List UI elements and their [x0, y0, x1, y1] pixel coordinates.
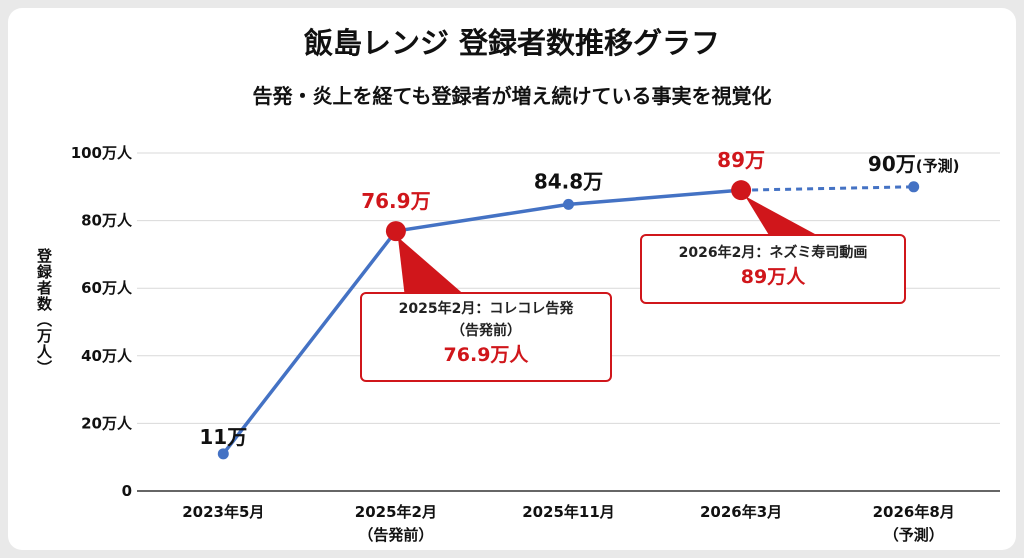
x-tick-label: 2023年5月: [182, 503, 264, 521]
y-tick-label: 0: [122, 482, 132, 500]
data-label: 84.8万: [534, 169, 603, 193]
annotation-line: （告発前）: [451, 323, 521, 339]
data-label-suffix: (予測): [916, 157, 960, 175]
series-line-segment: [566, 188, 743, 207]
series-line-segment: [394, 202, 571, 233]
x-tick-label: 2025年2月: [355, 503, 437, 521]
annotation-callout-video: 2026年2月：ネズミ寿司動画 89万人: [640, 234, 906, 304]
callout-pointer: [397, 237, 468, 298]
data-label-value: 76.9万: [361, 189, 430, 213]
data-point: [908, 181, 920, 193]
data-label-value: 90万: [868, 152, 916, 176]
x-tick-label: 2025年11月: [522, 503, 615, 521]
data-label: 11万: [199, 425, 247, 449]
data-label: 90万(予測): [868, 152, 960, 176]
y-tick-label: 20万人: [81, 414, 133, 432]
data-point: [217, 448, 229, 460]
x-tick-sublabel: （告発前）: [358, 526, 433, 544]
highlight-point: [731, 180, 752, 201]
callout-pointer: [745, 196, 826, 240]
chart-subtitle: 告発・炎上を経ても登録者が増え続けている事実を視覚化: [252, 84, 772, 108]
data-label: 76.9万: [361, 189, 430, 213]
annotation-value: 89万人: [740, 266, 806, 288]
highlight-point: [385, 221, 406, 242]
annotation-value: 76.9万人: [443, 344, 529, 366]
series-projection-segment: [741, 185, 914, 192]
data-label-value: 11万: [199, 425, 247, 449]
data-label-value: 89万: [717, 148, 765, 172]
x-tick-label: 2026年3月: [700, 503, 782, 521]
x-tick-sublabel: （予測）: [884, 526, 944, 544]
chart-title: 飯島レンジ 登録者数推移グラフ: [303, 26, 721, 60]
annotation-line: 2025年2月：コレコレ告発: [398, 301, 574, 317]
annotation-line: 2026年2月：ネズミ寿司動画: [678, 245, 868, 261]
x-tick-label: 2026年8月: [873, 503, 955, 521]
y-tick-label: 40万人: [81, 347, 133, 365]
series-line-segment: [221, 229, 398, 456]
y-axis-title: 登録者数（万人）: [35, 247, 53, 376]
y-tick-label: 80万人: [81, 212, 133, 230]
data-point: [563, 198, 574, 210]
data-label: 89万: [717, 148, 765, 172]
annotation-callout-accusation: 2025年2月：コレコレ告発 （告発前） 76.9万人: [360, 292, 612, 382]
y-tick-label: 60万人: [81, 279, 133, 297]
y-tick-label: 100万人: [71, 144, 133, 162]
data-label-value: 84.8万: [534, 169, 603, 193]
